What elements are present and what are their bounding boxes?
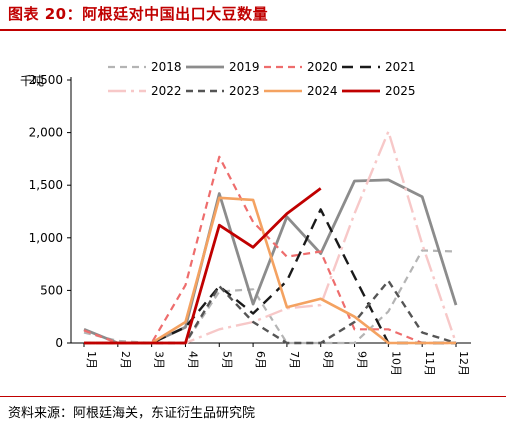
series-line-2025 <box>84 187 322 345</box>
series-line-2022 <box>84 130 458 345</box>
source-note: 资料来源：阿根廷海关，东证衍生品研究院 <box>8 406 256 421</box>
x-tick-label: 11月 <box>423 351 436 376</box>
x-tick-label: 4月 <box>186 351 199 369</box>
legend-label-2020: 2020 <box>307 60 338 74</box>
x-tick-label: 3月 <box>153 351 166 369</box>
legend-label-2024: 2024 <box>307 84 338 98</box>
x-tick-label: 7月 <box>288 351 301 369</box>
x-tick-label: 2月 <box>119 351 132 369</box>
source-divider <box>0 396 506 397</box>
legend-label-2019: 2019 <box>229 60 260 74</box>
x-tick-label: 8月 <box>322 351 335 369</box>
y-tick-label: 1,000 <box>29 231 63 245</box>
legend-label-2021: 2021 <box>385 60 416 74</box>
y-tick-label: 2,000 <box>29 126 63 140</box>
y-axis-unit-label: 千吨 <box>20 74 44 88</box>
title-divider <box>0 29 506 31</box>
x-tick-label: 1月 <box>85 351 98 369</box>
series-layer <box>83 130 458 345</box>
series-line-2019 <box>83 178 458 345</box>
legend-label-2018: 2018 <box>151 60 182 74</box>
legend-label-2025: 2025 <box>385 84 416 98</box>
x-tick-label: 5月 <box>220 351 233 369</box>
legend: 2018 2019 2020 2021 2022 2023 2024 2025 <box>108 60 416 98</box>
y-tick-label: 500 <box>40 283 63 297</box>
x-tick-label: 10月 <box>389 351 402 376</box>
line-chart: 2018 2019 2020 2021 2022 2023 2024 2025 千吨 0 500… <box>20 60 471 376</box>
legend-label-2023: 2023 <box>229 84 260 98</box>
x-tick-label: 6月 <box>254 351 267 369</box>
y-tick-label: 0 <box>55 336 63 350</box>
legend-label-2022: 2022 <box>151 84 182 98</box>
x-tick-label: 12月 <box>457 351 470 376</box>
y-tick-label: 2,500 <box>29 73 63 87</box>
series-line-2024 <box>84 196 456 345</box>
axes: 0 500 1,000 1,500 2,000 2,500 1月 2月 3月 4月 5月 6月 7月 8月… <box>29 73 471 376</box>
y-tick-label: 1,500 <box>29 178 63 192</box>
x-tick-label: 9月 <box>356 351 369 369</box>
chart-title: 图表 20：阿根廷对中国出口大豆数量 <box>8 5 269 23</box>
